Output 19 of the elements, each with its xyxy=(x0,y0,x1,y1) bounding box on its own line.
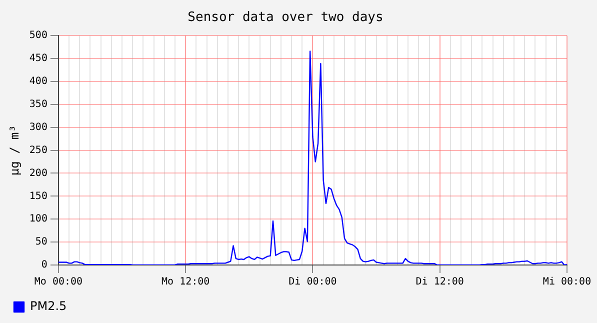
y-tick-label: 0 xyxy=(41,260,48,271)
y-tick-label: 50 xyxy=(35,236,48,248)
y-axis-title: µg / m³ xyxy=(7,125,22,176)
y-tick-label: 500 xyxy=(29,30,48,42)
legend-label: PM2.5 xyxy=(30,299,67,314)
y-tick-label: 150 xyxy=(29,190,48,202)
x-tick-label: Mo 12:00 xyxy=(162,276,210,288)
y-tick-label: 450 xyxy=(29,53,48,64)
chart-title: Sensor data over two days xyxy=(188,10,384,26)
y-tick-label: 100 xyxy=(29,214,48,225)
y-tick-label: 300 xyxy=(29,122,48,133)
y-tick-label: 350 xyxy=(29,99,48,110)
x-tick-label: Di 12:00 xyxy=(416,276,464,288)
y-tick-label: 250 xyxy=(29,144,48,156)
x-tick-label: Di 00:00 xyxy=(288,276,337,288)
y-tick-label: 200 xyxy=(29,168,48,179)
y-tick-label: 400 xyxy=(29,76,48,88)
x-tick-label: Mo 00:00 xyxy=(34,276,83,288)
x-tick-label: Mi 00:00 xyxy=(542,276,592,288)
